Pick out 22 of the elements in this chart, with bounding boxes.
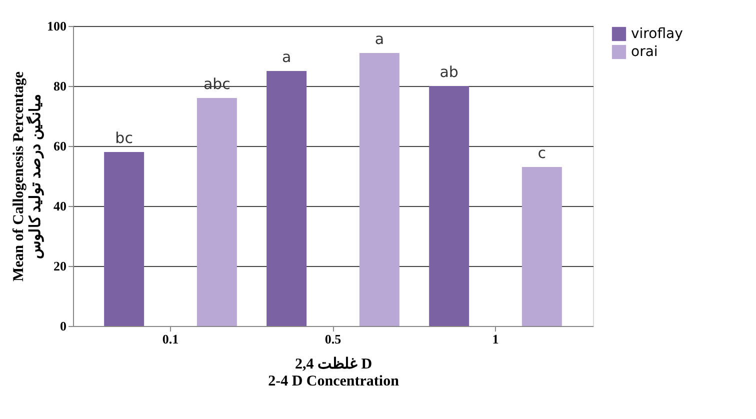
- data-label: c: [538, 144, 546, 162]
- bar: [266, 71, 307, 326]
- bar: [196, 98, 237, 326]
- legend-label: orai: [631, 44, 658, 60]
- data-label: bc: [115, 129, 133, 147]
- bar: [359, 53, 400, 326]
- x-tick-label: 0.1: [162, 332, 179, 346]
- data-label: a: [374, 30, 384, 48]
- data-label: ab: [440, 63, 458, 81]
- bar: [429, 86, 470, 326]
- data-label: a: [282, 48, 292, 66]
- bar: [104, 152, 144, 326]
- x-tick-label: 1: [492, 332, 499, 346]
- y-tick-label: 0: [60, 318, 66, 334]
- bar: [522, 167, 562, 326]
- legend-label: viroflay: [631, 26, 683, 42]
- y-tick-label: 20: [54, 258, 66, 274]
- y-tick-label: 40: [54, 198, 66, 214]
- y-tick-label: 100: [47, 18, 66, 34]
- y-tick-label: 80: [54, 78, 66, 94]
- y-tick-label: 60: [54, 138, 66, 154]
- x-tick-label: 0.5: [324, 332, 342, 346]
